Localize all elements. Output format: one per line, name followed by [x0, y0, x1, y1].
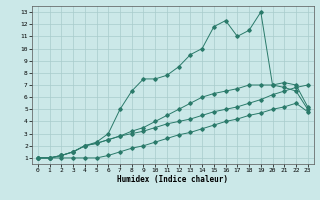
X-axis label: Humidex (Indice chaleur): Humidex (Indice chaleur): [117, 175, 228, 184]
